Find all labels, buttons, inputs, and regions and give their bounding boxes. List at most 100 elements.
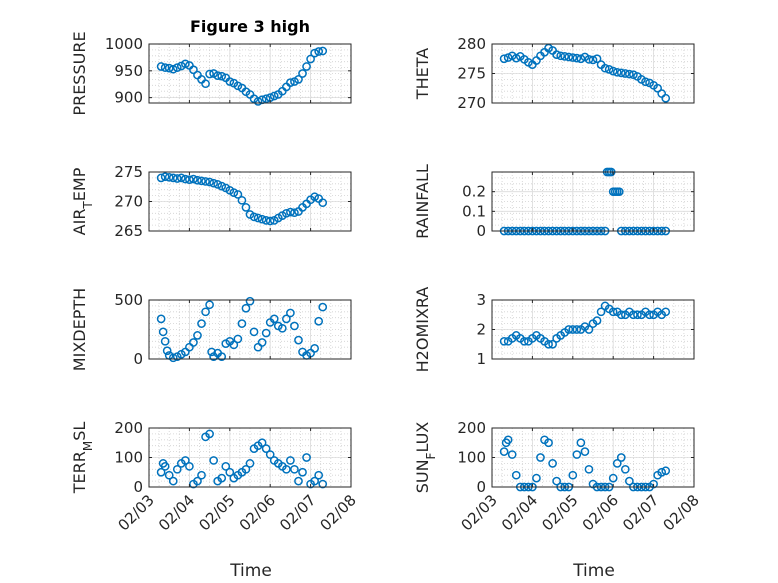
data-point [286, 78, 295, 87]
data-point [213, 180, 223, 189]
data-point [164, 172, 174, 182]
data-point [249, 212, 259, 222]
data-point [225, 77, 235, 86]
data-point [499, 336, 509, 346]
data-point [156, 173, 166, 183]
data-point [189, 338, 198, 347]
y-tick-label: 1000 [105, 35, 143, 53]
subplot-mixdepth: 0 500 MIXDEPTH [70, 288, 352, 371]
y-axis-label: RAINFALL [413, 164, 432, 239]
y-tick-label: 0 [133, 478, 143, 496]
data-point [162, 346, 172, 356]
data-point [572, 53, 582, 63]
axes-box [148, 299, 352, 360]
data-point [233, 334, 243, 344]
data-point [519, 336, 529, 346]
y-tick-label: 500 [114, 291, 143, 309]
data-point [294, 335, 303, 345]
data-point [572, 325, 582, 334]
y-tick-label: 270 [114, 193, 143, 211]
x-tick-label: 02/08 [660, 491, 703, 534]
y-tick-label: 100 [114, 449, 143, 467]
y-tick-label: 100 [457, 449, 486, 467]
y-tick-label: 2 [476, 321, 486, 339]
data-point [282, 314, 291, 324]
subplot-theta: 270 275 280 THETA [413, 35, 695, 112]
y-tick-label: 0.1 [462, 202, 486, 220]
data-point [269, 91, 279, 101]
subplot-air: 265 270 275 AIRTEMP [70, 163, 352, 240]
y-tick-label: 275 [457, 65, 486, 83]
data-point [511, 470, 521, 480]
data-point [237, 195, 247, 205]
data-point [217, 71, 227, 81]
data-point [560, 52, 570, 61]
y-tick-label: 200 [114, 419, 143, 437]
data-point [205, 69, 214, 79]
y-tick-label: 275 [114, 163, 143, 181]
subplot-pressure: 900 950 1000 PRESSURE [70, 31, 352, 116]
data-point [181, 174, 190, 184]
data-point [653, 83, 662, 93]
data-point [661, 307, 671, 317]
data-point [310, 344, 319, 353]
data-point [314, 470, 324, 480]
data-point [310, 48, 319, 58]
data-point [661, 93, 671, 103]
data-point [604, 65, 614, 74]
data-point [213, 71, 223, 80]
data-point [156, 314, 166, 324]
data-point [205, 429, 214, 439]
data-point [294, 75, 303, 84]
data-point [314, 316, 324, 326]
x-tick-label: 02/04 [498, 491, 541, 534]
data-point [649, 479, 658, 489]
data-point [241, 303, 251, 313]
data-point [156, 467, 166, 477]
data-point [580, 447, 590, 456]
data-point [568, 470, 578, 480]
data-point [629, 70, 638, 80]
y-axis-label: H2OMIXRA [413, 287, 432, 373]
data-point [209, 456, 218, 465]
data-point [201, 307, 210, 317]
data-point [290, 321, 299, 331]
data-point [164, 63, 174, 73]
data-point [568, 53, 578, 62]
data-point [160, 172, 170, 182]
data-point [298, 69, 307, 78]
data-point [225, 467, 235, 477]
data-point [616, 310, 626, 320]
data-point [241, 464, 251, 474]
data-point [318, 302, 328, 312]
data-point [499, 54, 509, 64]
x-tick-label: 02/04 [155, 491, 198, 534]
data-point [229, 340, 239, 350]
x-tick-label: 02/06 [236, 491, 279, 534]
data-point [661, 466, 671, 476]
data-point [625, 69, 634, 79]
data-point [265, 216, 275, 226]
data-point [556, 51, 566, 61]
y-tick-label: 0 [476, 222, 486, 240]
y-tick-label: 950 [114, 62, 143, 80]
data-point [197, 319, 206, 328]
data-point [160, 336, 170, 346]
data-point [576, 54, 586, 64]
data-point [633, 310, 642, 320]
x-tick-label: 02/07 [276, 491, 319, 534]
data-point [499, 447, 509, 456]
data-point [616, 68, 626, 78]
y-tick-label: 0 [133, 350, 143, 368]
data-point [160, 462, 170, 471]
data-point [612, 459, 622, 468]
data-point [536, 453, 545, 462]
data-point [261, 328, 271, 338]
data-point [277, 323, 287, 333]
x-tick-label: 02/08 [317, 491, 360, 534]
data-point [156, 62, 166, 71]
x-tick-label: 02/07 [619, 491, 662, 534]
figure-title: Figure 3 high [190, 17, 310, 36]
data-point [253, 213, 263, 223]
data-point [620, 464, 630, 474]
